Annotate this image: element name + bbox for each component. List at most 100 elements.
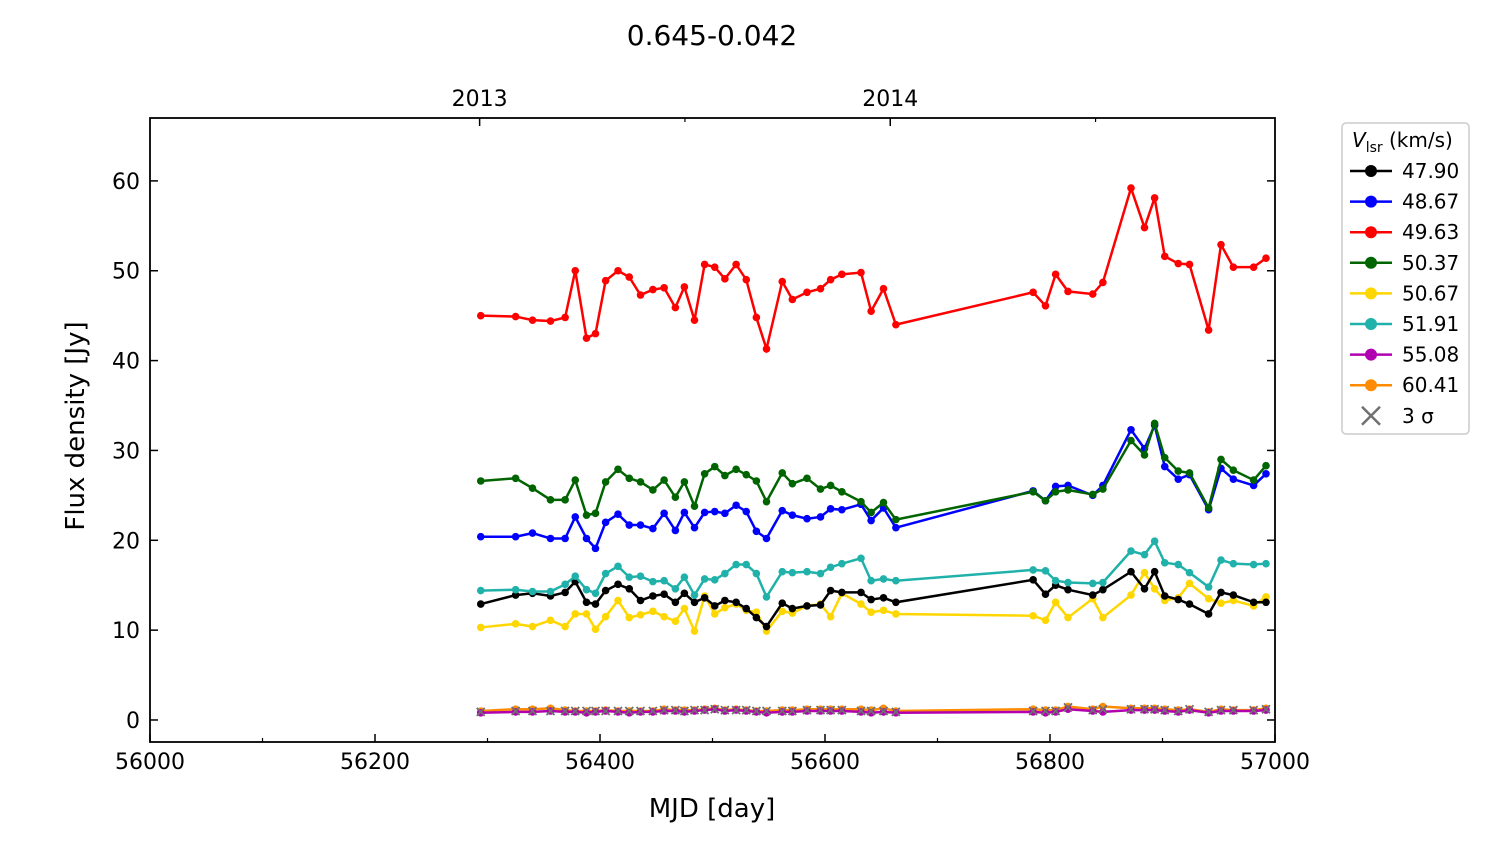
data-point-48.67	[867, 516, 875, 525]
data-point-49.63	[1185, 260, 1194, 269]
sigma3-marker	[856, 706, 866, 716]
data-point-48.67	[636, 521, 645, 529]
data-point-50.37	[838, 487, 846, 496]
data-point-47.90	[892, 598, 900, 607]
data-point-50.37	[721, 471, 729, 480]
sigma3-marker	[1160, 705, 1170, 715]
series-line-49.63	[480, 183, 1267, 354]
data-point-51.91	[803, 567, 811, 576]
data-point-50.37	[892, 515, 900, 524]
data-point-47.90	[1099, 585, 1107, 594]
data-point-50.37	[1127, 436, 1135, 445]
x-tick-label: 56200	[340, 750, 410, 775]
data-point-47.90	[1088, 591, 1097, 599]
data-point-49.63	[778, 277, 787, 286]
legend-marker-50.37	[1365, 256, 1377, 269]
sigma3-marker	[545, 706, 556, 716]
data-point-49.63	[528, 316, 537, 324]
sigma3-marker	[777, 706, 787, 716]
data-point-49.63	[591, 329, 600, 338]
data-point-49.63	[571, 266, 580, 275]
data-point-50.67	[1029, 611, 1037, 620]
sigma3-marker	[815, 705, 826, 715]
x-tick-label: 56400	[565, 750, 635, 775]
data-point-51.91	[838, 559, 846, 568]
data-point-55.08	[762, 708, 771, 717]
data-point-48.67	[892, 523, 900, 532]
data-point-48.67	[1262, 470, 1270, 478]
data-point-47.90	[700, 593, 709, 602]
data-point-50.37	[1160, 453, 1169, 462]
data-point-50.37	[803, 474, 811, 483]
data-point-50.37	[614, 465, 622, 474]
data-point-51.91	[816, 569, 825, 578]
data-point-47.90	[879, 593, 888, 602]
legend-label: 50.37	[1402, 251, 1459, 275]
data-point-48.67	[561, 534, 569, 543]
data-point-51.91	[1150, 537, 1159, 545]
data-point-51.91	[867, 576, 875, 585]
legend: Vlsr (km/s) 47.90 48.67 49.63 50.37 50.67 51.…	[1341, 122, 1470, 435]
data-point-51.91	[1140, 550, 1149, 559]
data-point-49.63	[690, 316, 699, 324]
data-point-49.63	[826, 275, 835, 284]
top-tick-label: 2014	[862, 87, 918, 112]
data-point-48.67	[1174, 475, 1183, 483]
data-point-51.91	[742, 560, 751, 569]
data-point-50.37	[867, 508, 875, 517]
data-point-51.91	[1229, 559, 1238, 568]
plot-frame	[149, 117, 1276, 743]
data-point-50.37	[1249, 476, 1258, 484]
data-point-51.91	[1029, 566, 1037, 574]
data-point-50.67	[582, 610, 591, 618]
legend-marker-60.41	[1365, 379, 1377, 392]
data-point-51.91	[710, 576, 719, 584]
data-point-48.67	[571, 513, 580, 521]
data-point-48.67	[660, 509, 668, 518]
sigma3-marker	[699, 705, 710, 715]
sigma3-marker	[741, 705, 751, 715]
sigma3-marker	[787, 706, 798, 716]
data-point-49.63	[582, 334, 591, 342]
data-point-51.91	[721, 569, 729, 578]
data-point-49.63	[879, 284, 888, 293]
data-point-50.37	[511, 474, 520, 483]
data-point-50.37	[879, 498, 888, 507]
y-tick-label: 10	[112, 619, 140, 644]
sigma3-marker	[1216, 705, 1226, 715]
data-point-50.67	[1150, 585, 1159, 593]
y-tick-label: 50	[112, 260, 140, 285]
data-point-50.67	[636, 611, 645, 619]
data-point-47.90	[752, 613, 761, 622]
data-point-50.37	[826, 481, 835, 490]
data-point-48.67	[680, 508, 689, 517]
data-point-50.37	[649, 486, 657, 494]
data-point-50.37	[476, 477, 485, 485]
data-point-47.90	[601, 586, 610, 595]
data-point-47.90	[1204, 610, 1213, 618]
data-point-49.63	[1229, 263, 1238, 271]
data-point-47.90	[690, 598, 699, 607]
data-point-51.91	[614, 562, 622, 571]
y-tick-label: 30	[112, 439, 140, 464]
sigma3-marker	[1203, 707, 1214, 717]
sigma3-marker	[560, 706, 570, 716]
data-point-48.67	[591, 544, 600, 553]
data-point-51.91	[879, 575, 888, 583]
data-point-51.91	[892, 576, 900, 585]
data-point-50.37	[1088, 490, 1097, 499]
data-point-50.37	[1217, 455, 1225, 464]
data-point-50.37	[778, 469, 787, 477]
data-point-48.67	[690, 523, 699, 532]
data-point-50.67	[561, 622, 569, 631]
data-point-51.91	[671, 585, 680, 593]
data-point-48.67	[1229, 475, 1238, 483]
data-point-47.90	[1041, 590, 1050, 598]
sigma3-marker	[1050, 706, 1061, 716]
data-point-47.90	[582, 598, 591, 607]
data-point-51.91	[1064, 578, 1072, 587]
sigma3-marker	[600, 706, 611, 716]
data-point-51.91	[528, 587, 537, 596]
sigma3-marker	[1040, 706, 1051, 716]
